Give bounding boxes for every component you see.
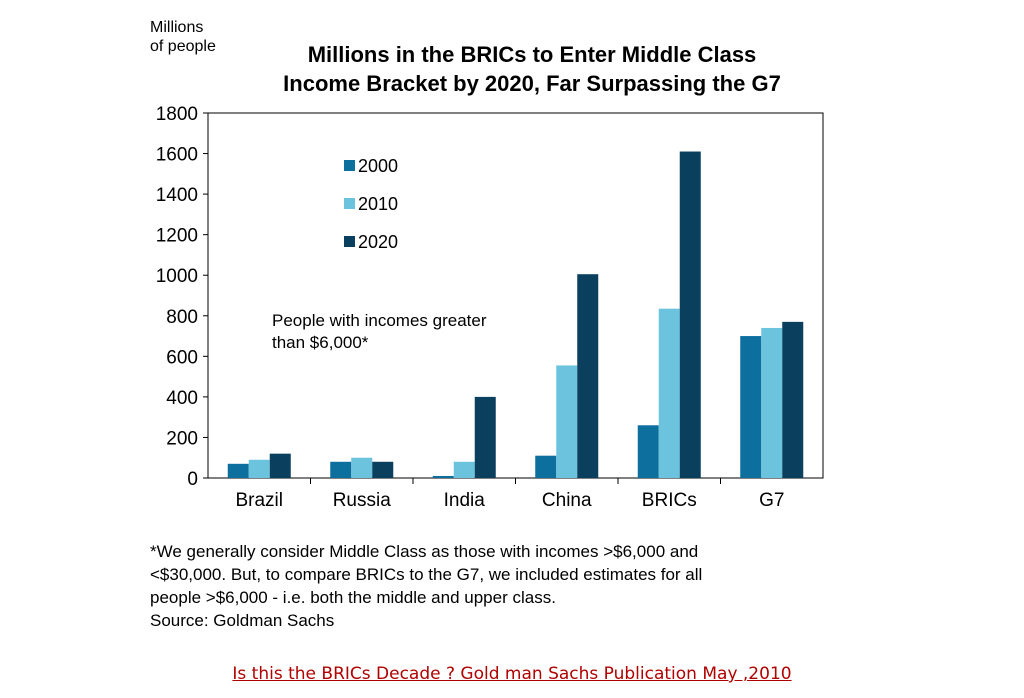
chart-title-line-2: Income Bracket by 2020, Far Surpassing t… <box>283 71 781 96</box>
y-tick-label: 1200 <box>156 226 198 247</box>
annotation-line-1: People with incomes greater <box>272 311 487 330</box>
legend-label-2010: 2010 <box>358 194 398 214</box>
y-tick-label: 1800 <box>156 104 198 125</box>
source-caption: Is this the BRICs Decade ? Gold man Sach… <box>0 664 1024 684</box>
x-tick-label: G7 <box>759 490 784 511</box>
bar-g7-2010 <box>761 327 783 478</box>
y-tick-label: 0 <box>187 469 198 490</box>
bar-brics-2010 <box>658 308 680 478</box>
legend-swatch-2010 <box>344 198 355 209</box>
y-axis-label-line-1: Millions <box>150 19 204 36</box>
y-axis-label-line-2: of people <box>150 38 216 55</box>
bar-china-2000 <box>535 455 557 478</box>
bar-china-2020 <box>577 274 599 478</box>
bar-g7-2000 <box>740 336 762 478</box>
bar-india-2010 <box>453 461 475 478</box>
bar-russia-2010 <box>351 457 373 478</box>
bar-brics-2020 <box>679 151 701 478</box>
annotation-line-2: than $6,000* <box>272 333 369 352</box>
x-tick-label: BRICs <box>642 490 697 511</box>
y-tick-label: 1000 <box>156 266 198 287</box>
y-axis-label: Millions of people <box>150 18 216 56</box>
legend-swatch-2000 <box>344 160 355 171</box>
footnote: *We generally consider Middle Class as t… <box>150 542 703 630</box>
bar-brics-2000 <box>637 425 659 478</box>
bar-china-2010 <box>556 365 578 478</box>
legend-label-2000: 2000 <box>358 156 398 176</box>
bar-g7-2020 <box>782 321 804 478</box>
bar-india-2000 <box>432 475 454 478</box>
y-tick-label: 1600 <box>156 145 198 166</box>
x-tick-label: India <box>444 490 486 511</box>
y-tick-label: 800 <box>166 307 198 328</box>
source-link[interactable]: Is this the BRICs Decade ? Gold man Sach… <box>232 664 792 684</box>
legend-label-2020: 2020 <box>358 232 398 252</box>
bar-russia-2020 <box>372 461 394 478</box>
chart-title-line-1: Millions in the BRICs to Enter Middle Cl… <box>307 42 757 67</box>
x-tick-label: China <box>542 490 592 511</box>
plot-frame <box>207 112 824 479</box>
bar-brazil-2010 <box>248 459 270 478</box>
bar-brazil-2020 <box>269 453 291 478</box>
y-tick-label: 600 <box>166 347 198 368</box>
y-tick-label: 200 <box>166 428 198 449</box>
chart-title: Millions in the BRICs to Enter Middle Cl… <box>232 40 832 98</box>
bar-india-2020 <box>474 396 496 478</box>
y-tick-label: 1400 <box>156 185 198 206</box>
legend-swatch-2020 <box>344 236 355 247</box>
bar-chart: 0 200 400 600 800 1000 1200 1400 1600 1800 Brazil R… <box>156 104 824 511</box>
bar-russia-2000 <box>330 461 352 478</box>
y-tick-label: 400 <box>166 388 198 409</box>
x-tick-label: Russia <box>333 490 392 511</box>
x-tick-label: Brazil <box>235 490 283 511</box>
bar-brazil-2000 <box>227 463 249 478</box>
